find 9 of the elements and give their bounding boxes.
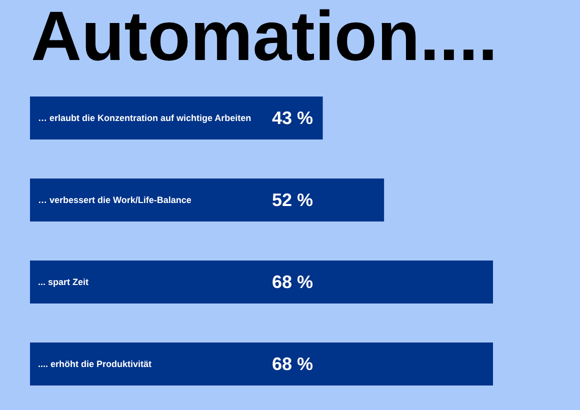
data-label: 68 % xyxy=(272,272,314,292)
data-label: 68 % xyxy=(272,354,314,374)
chart-title: Automation.... xyxy=(31,0,498,75)
data-label: 43 % xyxy=(272,108,314,128)
data-label: 52 % xyxy=(272,190,314,210)
y-tick-label: … verbessert die Work/Life-Balance xyxy=(38,195,192,205)
y-tick-label: ... spart Zeit xyxy=(38,277,89,287)
y-tick-label: .... erhöht die Produktivität xyxy=(38,359,152,369)
y-tick-label: … erlaubt die Konzentration auf wichtige Arbeiten xyxy=(38,113,252,123)
